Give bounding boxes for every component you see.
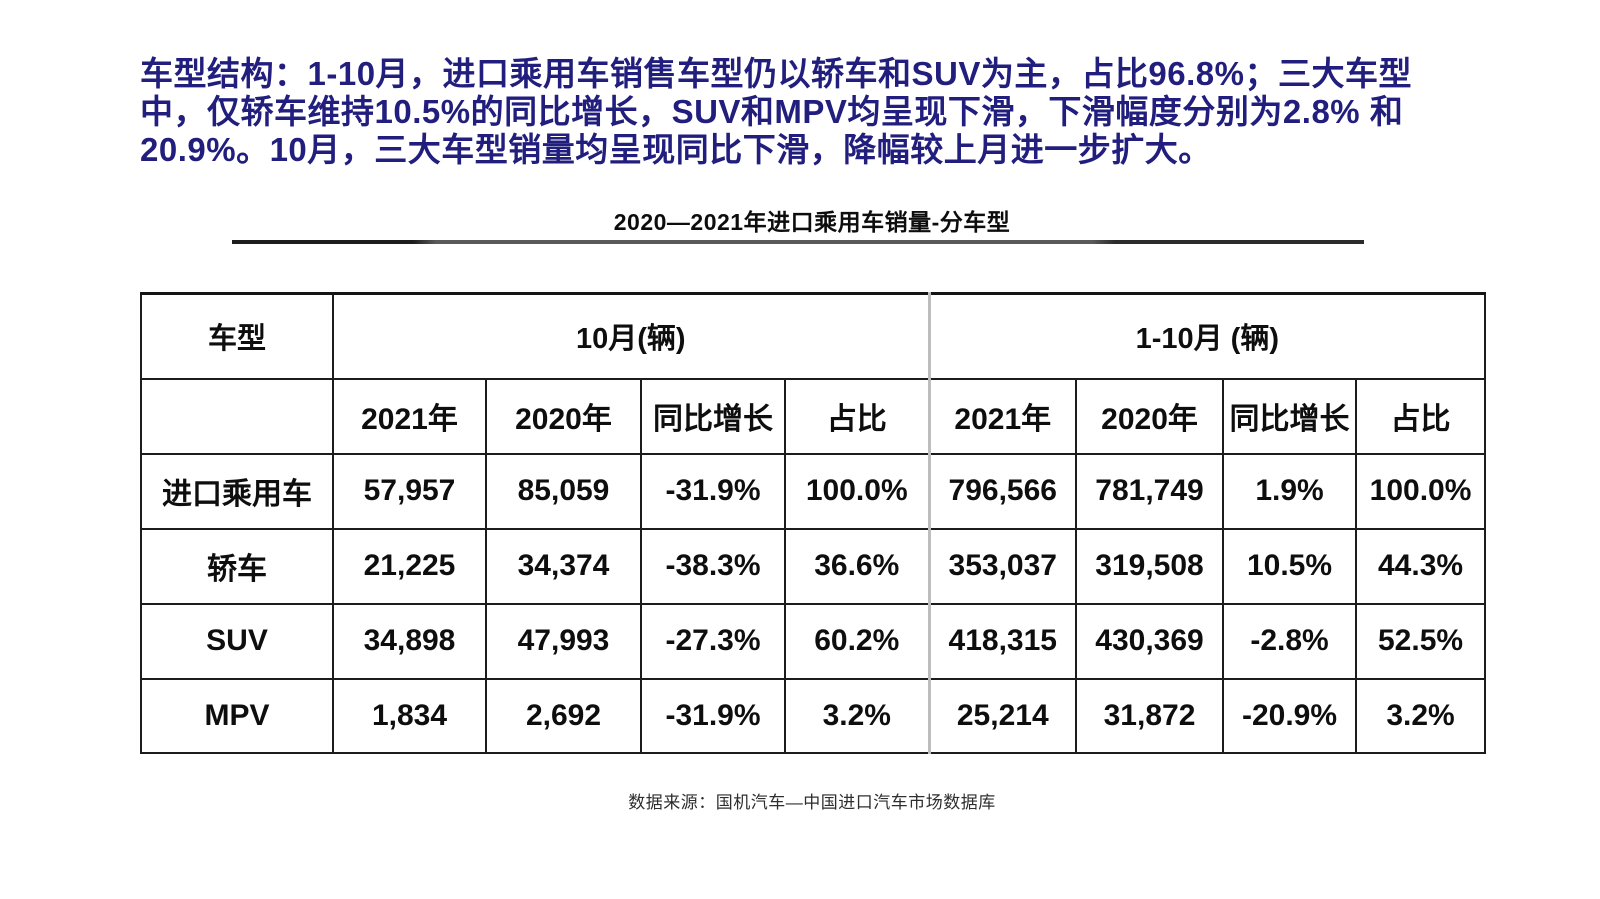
- table-cell: 85,059: [485, 452, 642, 530]
- table-cell: 60.2%: [783, 602, 931, 680]
- table-cell: 31,872: [1075, 677, 1225, 754]
- column-header: 2020年: [485, 377, 642, 455]
- table-cell: -27.3%: [640, 602, 786, 680]
- table-cell: 100.0%: [783, 452, 931, 530]
- headline-paragraph: 车型结构：1-10月，进口乘用车销售车型仍以轿车和SUV为主，占比96.8%；三…: [140, 55, 1412, 169]
- table-row-imported-passenger-cars: 进口乘用车 57,957 85,059 -31.9% 100.0% 796,56…: [140, 452, 1487, 530]
- table-cell: -31.9%: [640, 452, 786, 530]
- table-row-sedan: 轿车 21,225 34,374 -38.3% 36.6% 353,037 31…: [140, 527, 1487, 605]
- source-note-block: 数据来源：国机汽车—中国进口汽车市场数据库: [140, 788, 1484, 813]
- table-cell: 3.2%: [1355, 677, 1487, 754]
- table-cell: -20.9%: [1222, 677, 1358, 754]
- table-cell: 100.0%: [1355, 452, 1487, 530]
- table-cell: 319,508: [1075, 527, 1225, 605]
- table-cell: 10.5%: [1222, 527, 1358, 605]
- column-header: 占比: [1355, 377, 1487, 455]
- source-note: 数据来源：国机汽车—中国进口汽车市场数据库: [628, 793, 996, 812]
- table-cell: 2,692: [485, 677, 642, 754]
- headline-line: 中，仅轿车维持10.5%的同比增长，SUV和MPV均呈现下滑，下滑幅度分别为2.…: [140, 93, 1404, 130]
- row-label: 轿车: [140, 527, 334, 605]
- table-cell: 52.5%: [1355, 602, 1487, 680]
- group-header-october: 10月(辆): [331, 292, 931, 380]
- column-header: 同比增长: [640, 377, 786, 455]
- group-header-jan-october: 1-10月 (辆): [927, 292, 1487, 380]
- table-cell: 36.6%: [783, 527, 931, 605]
- column-header: 2020年: [1075, 377, 1225, 455]
- table-group-header-row: 车型 10月(辆) 1-10月 (辆): [140, 292, 1487, 380]
- table-row-suv: SUV 34,898 47,993 -27.3% 60.2% 418,315 4…: [140, 602, 1487, 680]
- headline-line: 车型结构：1-10月，进口乘用车销售车型仍以轿车和SUV为主，占比96.8%；三…: [140, 55, 1412, 92]
- table-cell: 57,957: [332, 452, 487, 530]
- table-cell: 353,037: [927, 527, 1078, 605]
- table-cell: -38.3%: [640, 527, 786, 605]
- table-cell: 430,369: [1075, 602, 1225, 680]
- table-cell: 34,898: [332, 602, 487, 680]
- table-cell: 47,993: [485, 602, 642, 680]
- table-cell: 1.9%: [1222, 452, 1358, 530]
- table-subheader-row: 2021年 2020年 同比增长 占比 2021年 2020年 同比增长 占比: [140, 377, 1487, 455]
- sales-data-table: 车型 10月(辆) 1-10月 (辆) 2021年 2020年 同比增长 占比 …: [140, 292, 1487, 754]
- blank-header-cell: [140, 377, 334, 455]
- table-title: 2020—2021年进口乘用车销量-分车型: [613, 209, 1011, 235]
- row-label: SUV: [140, 602, 334, 680]
- row-label: 进口乘用车: [140, 452, 334, 530]
- table-cell: 796,566: [927, 452, 1078, 530]
- title-underline-rule: [232, 240, 1364, 244]
- column-header: 同比增长: [1222, 377, 1358, 455]
- table-row-mpv: MPV 1,834 2,692 -31.9% 3.2% 25,214 31,87…: [140, 677, 1487, 754]
- row-label: MPV: [140, 677, 334, 754]
- table-cell: 21,225: [332, 527, 487, 605]
- table-cell: 25,214: [927, 677, 1078, 754]
- headline-line: 20.9%。10月，三大车型销量均呈现同比下滑，降幅较上月进一步扩大。: [140, 131, 1212, 168]
- table-title-block: 2020—2021年进口乘用车销量-分车型: [140, 203, 1484, 237]
- table-cell: 418,315: [927, 602, 1078, 680]
- table-cell: 781,749: [1075, 452, 1225, 530]
- column-header: 占比: [783, 377, 931, 455]
- table-cell: 3.2%: [783, 677, 931, 754]
- table-cell: 1,834: [332, 677, 487, 754]
- column-header: 2021年: [927, 377, 1078, 455]
- table-cell: -31.9%: [640, 677, 786, 754]
- table-cell: 44.3%: [1355, 527, 1487, 605]
- column-header-vehicle-type: 车型: [140, 292, 334, 380]
- table-cell: 34,374: [485, 527, 642, 605]
- column-header: 2021年: [332, 377, 487, 455]
- table-cell: -2.8%: [1222, 602, 1358, 680]
